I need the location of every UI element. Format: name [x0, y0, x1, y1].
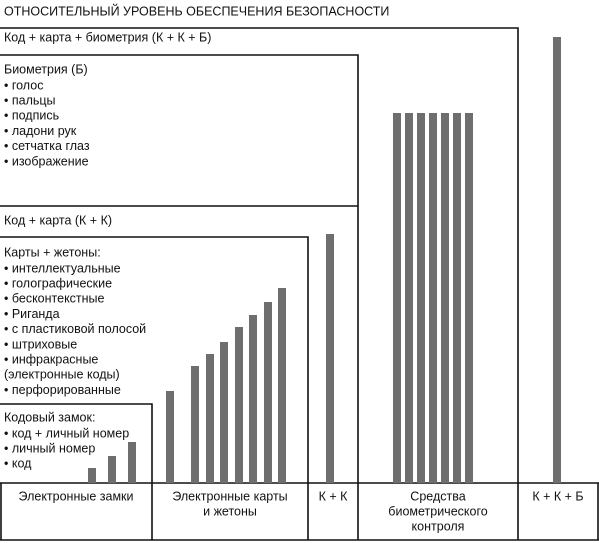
- bar: [417, 113, 425, 483]
- bar: [206, 354, 214, 483]
- level-label: Код + карта (К + К): [4, 213, 112, 227]
- column-label: биометрического: [388, 504, 487, 518]
- level-item: • с пластиковой полосой: [4, 322, 146, 336]
- level-item: • инфракрасные: [4, 352, 98, 366]
- bar: [235, 327, 243, 483]
- column-label: Электронные замки: [19, 489, 134, 503]
- bar: [326, 234, 334, 483]
- bar: [405, 113, 413, 483]
- level-item: • пальцы: [4, 93, 56, 107]
- level-item: • сетчатка глаз: [4, 139, 90, 153]
- bar: [128, 442, 136, 483]
- bar: [191, 366, 199, 483]
- frame: [0, 403, 153, 540]
- level-label: Карты + жетоны:: [4, 245, 101, 259]
- level-label: Код + карта + биометрия (К + К + Б): [4, 30, 211, 44]
- bar: [88, 468, 96, 483]
- level-item: (электронные коды): [4, 368, 120, 382]
- level-item: • Риганда: [4, 307, 60, 321]
- level-label: Биометрия (Б): [4, 62, 88, 76]
- bar: [108, 456, 116, 483]
- level-item: • код: [4, 457, 32, 471]
- column-label: контроля: [412, 519, 465, 533]
- frame: [0, 27, 519, 540]
- level-item: • изображение: [4, 154, 89, 168]
- level-item: • ладони рук: [4, 124, 77, 138]
- level-item: • штриховые: [4, 337, 77, 351]
- bar: [220, 342, 228, 483]
- bar: [278, 288, 286, 483]
- bar: [249, 315, 257, 483]
- bar: [393, 113, 401, 483]
- column-label: Электронные карты: [172, 489, 287, 503]
- bar: [553, 37, 561, 483]
- bar: [429, 113, 437, 483]
- bar: [453, 113, 461, 483]
- level-item: • голос: [4, 78, 43, 92]
- level-item: • подпись: [4, 109, 59, 123]
- level-label: Кодовый замок:: [4, 410, 95, 424]
- level-item: • код + личный номер: [4, 426, 129, 440]
- frame: [0, 54, 359, 540]
- title: ОТНОСИТЕЛЬНЫЙ УРОВЕНЬ ОБЕСПЕЧЕНИЯ БЕЗОПА…: [4, 3, 389, 18]
- column-label: и жетоны: [203, 504, 257, 518]
- column-label: Средства: [410, 489, 465, 503]
- level-item: • перфорированные: [4, 383, 121, 397]
- bar: [264, 302, 272, 483]
- level-item: • интеллектуальные: [4, 261, 121, 275]
- level-item: • бесконтекстные: [4, 292, 105, 306]
- level-item: • голографические: [4, 276, 112, 290]
- frame: [0, 482, 599, 541]
- column-label: К + К: [319, 489, 349, 503]
- bar: [441, 113, 449, 483]
- column-label: К + К + Б: [532, 489, 583, 503]
- level-item: • личный номер: [4, 441, 95, 455]
- frame: [0, 236, 309, 540]
- bar: [166, 391, 174, 483]
- bar: [465, 113, 473, 483]
